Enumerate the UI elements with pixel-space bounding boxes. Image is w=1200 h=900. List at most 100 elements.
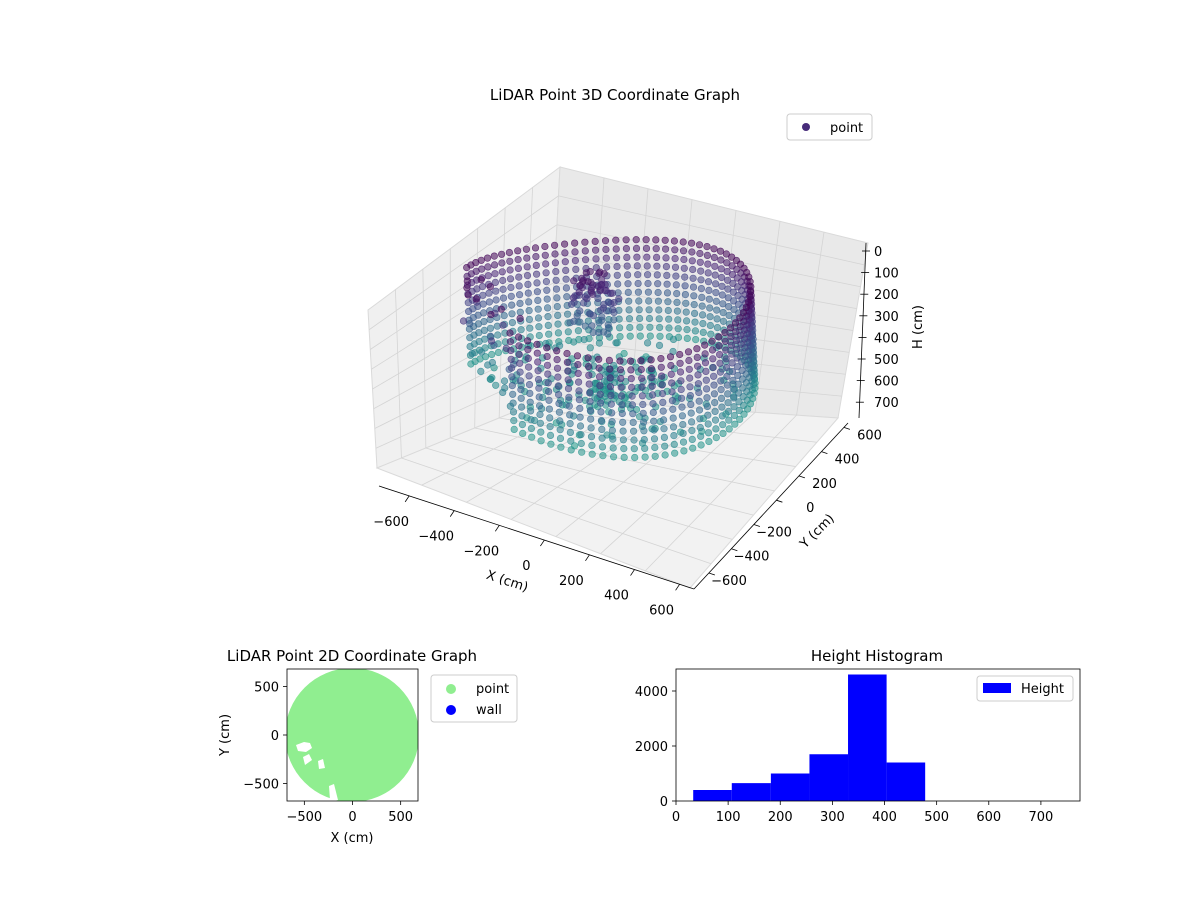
3d-data-point — [582, 248, 589, 255]
3d-data-point — [718, 257, 725, 264]
3d-data-point — [671, 432, 678, 439]
3d-data-point — [534, 341, 541, 348]
3d-data-point — [650, 418, 657, 425]
3d-data-point — [508, 284, 515, 291]
3d-data-point — [585, 363, 592, 370]
3d-data-point — [478, 349, 485, 356]
3d-data-point — [565, 377, 572, 384]
3d-data-point — [577, 423, 584, 430]
3d-data-point — [525, 346, 532, 353]
3d-data-point — [724, 382, 731, 389]
3d-z-tick-label: 300 — [874, 310, 899, 325]
3d-data-point — [651, 427, 658, 434]
3d-data-point — [567, 429, 574, 436]
3d-data-point — [537, 411, 544, 418]
3d-data-point — [697, 416, 704, 423]
3d-data-point — [670, 336, 677, 343]
3d-data-point — [712, 408, 719, 415]
3d-data-point — [488, 351, 495, 358]
3d-data-point — [732, 421, 739, 428]
3d-data-point — [664, 290, 671, 297]
3d-data-point — [670, 406, 677, 413]
3d-data-point — [492, 382, 499, 389]
3d-data-point — [670, 415, 677, 422]
3d-data-point — [535, 306, 542, 313]
3d-data-point — [510, 400, 517, 407]
3d-data-point — [547, 423, 554, 430]
3d-data-point — [720, 301, 727, 308]
3d-data-point — [707, 322, 714, 329]
3d-z-tick-label: 600 — [874, 375, 899, 390]
3d-data-point — [665, 316, 672, 323]
3d-data-point — [543, 345, 550, 352]
3d-data-point — [648, 365, 655, 372]
2d-y-axis-label: Y (cm) — [218, 714, 233, 757]
3d-data-point — [556, 400, 563, 407]
3d-data-point — [730, 386, 737, 393]
3d-data-point — [465, 292, 472, 299]
3d-data-point — [519, 413, 526, 420]
3d-data-point — [492, 270, 499, 277]
3d-data-point — [717, 369, 724, 376]
3d-data-point — [525, 299, 532, 306]
3d-data-point — [543, 278, 550, 285]
2d-y-tick-label: −500 — [243, 778, 279, 793]
3d-data-point — [537, 420, 544, 427]
3d-data-point — [633, 245, 640, 252]
3d-data-point — [683, 318, 690, 325]
3d-data-point — [720, 318, 727, 325]
3d-data-point — [570, 339, 577, 346]
3d-data-point — [680, 430, 687, 437]
3d-data-point — [498, 251, 505, 258]
3d-data-point — [592, 247, 599, 254]
3d-data-point — [527, 399, 534, 406]
3d-chart-title: LiDAR Point 3D Coordinate Graph — [490, 86, 740, 104]
3d-data-point — [589, 451, 596, 458]
3d-data-point — [517, 309, 524, 316]
3d-data-point — [555, 330, 562, 337]
3d-data-point — [719, 421, 726, 428]
3d-data-point — [542, 261, 549, 268]
3d-data-point — [527, 325, 534, 332]
3d-data-point — [699, 312, 706, 319]
3d-data-point — [603, 287, 610, 294]
3d-data-point — [732, 320, 739, 327]
3d-data-point — [719, 404, 726, 411]
3d-data-point — [649, 383, 656, 390]
3d-data-point — [524, 264, 531, 271]
3d-data-point — [649, 392, 656, 399]
3d-data-point — [729, 351, 736, 358]
3d-data-point — [651, 436, 658, 443]
3d-data-point — [519, 421, 526, 428]
3d-data-point — [617, 333, 624, 340]
3d-data-point — [544, 287, 551, 294]
3d-x-tick — [405, 496, 409, 502]
3d-data-point — [701, 342, 708, 349]
3d-data-point — [509, 374, 516, 381]
3d-data-point — [725, 408, 732, 415]
3d-data-point — [600, 452, 607, 459]
3d-data-point — [704, 394, 711, 401]
3d-data-point — [597, 307, 604, 314]
3d-x-tick-label: 600 — [649, 603, 674, 618]
3d-data-point — [641, 436, 648, 443]
3d-data-point — [507, 276, 514, 283]
3d-data-point — [610, 436, 617, 443]
3d-data-point — [554, 312, 561, 319]
3d-data-point — [680, 239, 687, 246]
3d-data-point — [628, 375, 635, 382]
3d-data-point — [697, 268, 704, 275]
3d-data-point — [656, 316, 663, 323]
3d-data-point — [645, 298, 652, 305]
3d-data-point — [575, 370, 582, 377]
3d-data-point — [544, 362, 551, 369]
3d-data-point — [680, 421, 687, 428]
3d-data-point — [525, 355, 532, 362]
2d-legend-label-wall: wall — [476, 703, 502, 718]
3d-data-point — [682, 291, 689, 298]
hist-legend: Height — [977, 676, 1073, 701]
3d-data-point — [528, 425, 535, 432]
3d-data-point — [662, 452, 669, 459]
3d-data-point — [718, 395, 725, 402]
